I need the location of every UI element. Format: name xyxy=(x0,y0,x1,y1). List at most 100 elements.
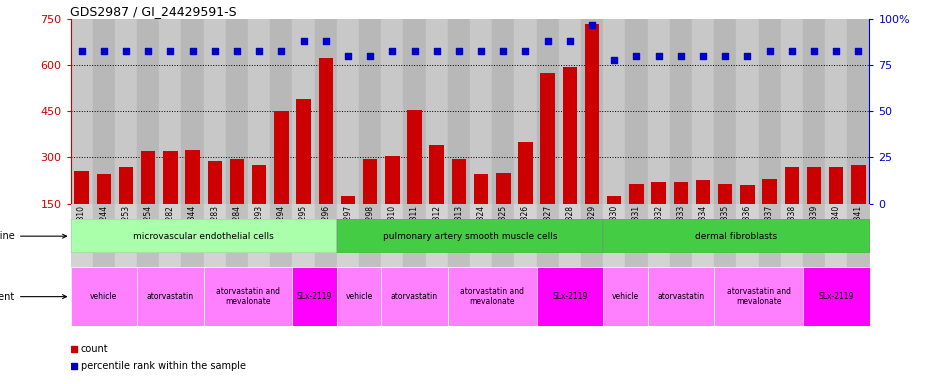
Bar xyxy=(70,363,77,369)
Point xyxy=(518,48,533,54)
Point xyxy=(829,48,844,54)
Bar xyxy=(70,346,77,352)
Text: GSM215298: GSM215298 xyxy=(366,205,375,251)
Text: GSM215311: GSM215311 xyxy=(410,205,419,251)
Point xyxy=(319,38,334,45)
Text: GSM215329: GSM215329 xyxy=(588,205,597,251)
Bar xyxy=(607,196,621,204)
Bar xyxy=(137,267,204,326)
Bar xyxy=(382,19,403,204)
Bar xyxy=(407,110,422,204)
Point xyxy=(562,38,577,45)
Bar xyxy=(337,219,603,253)
Text: GSM215339: GSM215339 xyxy=(809,205,819,252)
Bar xyxy=(403,19,426,204)
Point xyxy=(296,38,311,45)
Bar xyxy=(785,167,799,204)
Bar xyxy=(781,19,803,204)
Text: GSM214810: GSM214810 xyxy=(77,205,86,251)
Bar xyxy=(181,19,204,204)
Text: GSM215333: GSM215333 xyxy=(677,205,685,252)
Text: GSM215327: GSM215327 xyxy=(543,205,552,251)
Text: GSM215244: GSM215244 xyxy=(100,205,108,251)
Bar xyxy=(359,19,382,204)
Bar xyxy=(493,19,514,204)
Bar xyxy=(825,19,847,204)
Point xyxy=(207,48,222,54)
Bar xyxy=(648,204,669,284)
Text: GSM215340: GSM215340 xyxy=(832,205,840,252)
Point xyxy=(340,53,355,59)
Bar xyxy=(319,58,333,204)
Text: microvascular endothelial cells: microvascular endothelial cells xyxy=(133,232,274,241)
Text: GSM215328: GSM215328 xyxy=(565,205,574,251)
Bar xyxy=(292,19,315,204)
Text: agent: agent xyxy=(0,291,67,302)
Bar xyxy=(558,19,581,204)
Text: GDS2987 / GI_24429591-S: GDS2987 / GI_24429591-S xyxy=(70,5,237,18)
Bar xyxy=(141,151,155,204)
Bar xyxy=(714,204,736,284)
Bar xyxy=(115,19,137,204)
Bar xyxy=(470,204,493,284)
Text: GSM215341: GSM215341 xyxy=(854,205,863,251)
Bar xyxy=(292,267,337,326)
Text: GSM215338: GSM215338 xyxy=(788,205,796,251)
Bar xyxy=(629,184,644,204)
Text: atorvastatin: atorvastatin xyxy=(147,292,194,301)
Point xyxy=(407,48,422,54)
Point xyxy=(96,48,111,54)
Bar xyxy=(315,19,337,204)
Text: percentile rank within the sample: percentile rank within the sample xyxy=(81,361,245,371)
Bar xyxy=(70,204,93,284)
Point xyxy=(185,48,200,54)
Text: atorvastatin: atorvastatin xyxy=(657,292,704,301)
Bar xyxy=(803,204,825,284)
Bar xyxy=(137,19,159,204)
Bar xyxy=(540,73,555,204)
Bar xyxy=(70,267,137,326)
Text: GSM215326: GSM215326 xyxy=(521,205,530,251)
Bar xyxy=(537,267,603,326)
Point xyxy=(762,48,777,54)
Text: GSM215293: GSM215293 xyxy=(255,205,263,251)
Bar xyxy=(807,167,822,204)
Bar xyxy=(248,19,270,204)
Point xyxy=(118,48,133,54)
Bar xyxy=(803,19,825,204)
Bar xyxy=(229,159,244,204)
Point xyxy=(718,53,733,59)
Point xyxy=(540,38,556,45)
Text: atorvastatin and
mevalonate: atorvastatin and mevalonate xyxy=(727,287,791,306)
Point xyxy=(384,48,400,54)
Bar xyxy=(97,174,111,204)
Point xyxy=(807,48,822,54)
Bar xyxy=(452,159,466,204)
Bar xyxy=(185,150,200,204)
Bar xyxy=(382,204,403,284)
Bar xyxy=(692,204,714,284)
Text: vehicle: vehicle xyxy=(90,292,118,301)
Text: GSM215282: GSM215282 xyxy=(165,205,175,251)
Bar xyxy=(581,204,603,284)
Point xyxy=(784,48,799,54)
Text: GSM215334: GSM215334 xyxy=(698,205,708,252)
Text: GSM215254: GSM215254 xyxy=(144,205,152,251)
Bar xyxy=(204,19,226,204)
Text: GSM215284: GSM215284 xyxy=(232,205,242,251)
Bar xyxy=(359,204,382,284)
Bar xyxy=(669,19,692,204)
Text: GSM215332: GSM215332 xyxy=(654,205,663,251)
Bar xyxy=(740,185,755,204)
Text: GSM215335: GSM215335 xyxy=(721,205,729,252)
Point xyxy=(274,48,289,54)
Text: GSM215283: GSM215283 xyxy=(211,205,219,251)
Bar xyxy=(385,156,400,204)
Bar xyxy=(558,204,581,284)
Point xyxy=(651,53,666,59)
Bar xyxy=(803,267,870,326)
Text: GSM215253: GSM215253 xyxy=(121,205,131,251)
Text: SLx-2119: SLx-2119 xyxy=(552,292,588,301)
Bar xyxy=(118,167,133,204)
Point xyxy=(606,57,621,63)
